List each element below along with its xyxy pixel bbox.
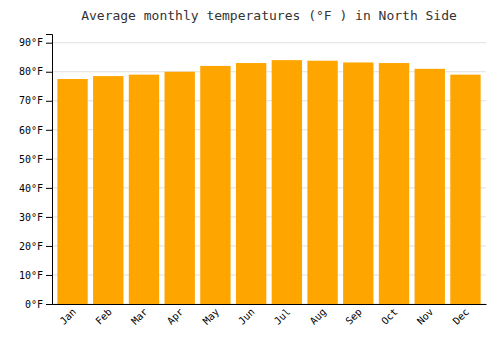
tick: Jul — [272, 306, 293, 327]
grid-line — [52, 42, 486, 43]
tick-label: 0°F — [25, 299, 43, 310]
tick-label: 20°F — [19, 241, 43, 252]
tick: Oct — [379, 306, 400, 327]
tick-label: 30°F — [19, 212, 43, 223]
bar — [415, 69, 445, 304]
title: Average monthly temperatures (°F ) in No… — [81, 8, 457, 23]
tick-mark — [46, 72, 52, 73]
tick-mark — [46, 217, 52, 218]
tick: Jun — [236, 306, 257, 327]
tick-mark — [46, 43, 52, 44]
tick-mark — [46, 304, 52, 305]
bars — [57, 60, 480, 304]
tick-mark — [46, 275, 52, 276]
tick-label: 10°F — [19, 270, 43, 281]
bar — [200, 66, 230, 304]
tick-label: Apr — [165, 306, 186, 327]
axis-line — [53, 304, 487, 305]
axis-line — [46, 35, 53, 305]
tick: 80°F — [19, 66, 52, 77]
tick: 90°F — [19, 37, 52, 48]
y-axis: 0°F 10°F 20°F 30°F 40°F 50°F 60°F 70°F 80°F 90°F — [19, 35, 53, 310]
bar — [272, 60, 302, 304]
tick-label: 70°F — [19, 95, 43, 106]
chart: Average monthly temperatures (°F ) in No… — [0, 0, 500, 350]
tick-mark — [46, 130, 52, 131]
bar — [57, 79, 87, 304]
tick: 0°F — [25, 299, 52, 310]
tick-label: Jan — [58, 306, 79, 327]
tick: Jan — [58, 306, 79, 327]
tick-label: 60°F — [19, 125, 43, 136]
tick-label: 80°F — [19, 66, 43, 77]
tick-label: 40°F — [19, 183, 43, 194]
bar — [379, 63, 409, 304]
tick-mark — [46, 246, 52, 247]
tick: 30°F — [19, 212, 52, 223]
tick: Nov — [415, 306, 436, 327]
tick-label: Mar — [129, 306, 150, 327]
tick-mark — [46, 188, 52, 189]
tick: Feb — [93, 306, 114, 327]
tick: 40°F — [19, 183, 52, 194]
tick: Aug — [308, 306, 329, 327]
bar — [450, 75, 480, 304]
bar — [93, 76, 123, 304]
bar — [236, 63, 266, 304]
x-axis: Jan Feb Mar Apr May Jun Jul Aug Sep Oct Nov Dec — [53, 305, 487, 327]
tick: 70°F — [19, 95, 52, 106]
tick-label: Jul — [272, 306, 293, 327]
tick: Sep — [343, 306, 364, 327]
tick: 20°F — [19, 241, 52, 252]
tick-label: May — [201, 306, 222, 327]
tick-mark — [46, 159, 52, 160]
tick-mark — [46, 101, 52, 102]
tick-label: Feb — [93, 306, 114, 327]
tick-label: Sep — [343, 306, 364, 327]
bar — [165, 72, 195, 304]
tick: Apr — [165, 306, 186, 327]
tick: 50°F — [19, 154, 52, 165]
tick-label: Oct — [379, 306, 400, 327]
tick: 10°F — [19, 270, 52, 281]
tick: Dec — [451, 306, 472, 327]
plot: 0°F 10°F 20°F 30°F 40°F 50°F 60°F 70°F 80°F 90°F J… — [19, 35, 487, 327]
tick: Mar — [129, 306, 150, 327]
tick-label: 90°F — [19, 37, 43, 48]
tick-label: 50°F — [19, 154, 43, 165]
tick-label: Dec — [451, 306, 472, 327]
tick-label: Jun — [236, 306, 257, 327]
tick-label: Aug — [308, 306, 329, 327]
grid — [52, 43, 486, 304]
bar — [343, 62, 373, 304]
tick-label: Nov — [415, 306, 436, 327]
bar — [129, 75, 159, 304]
tick: 60°F — [19, 125, 52, 136]
bar — [307, 61, 337, 304]
tick: May — [201, 306, 222, 327]
